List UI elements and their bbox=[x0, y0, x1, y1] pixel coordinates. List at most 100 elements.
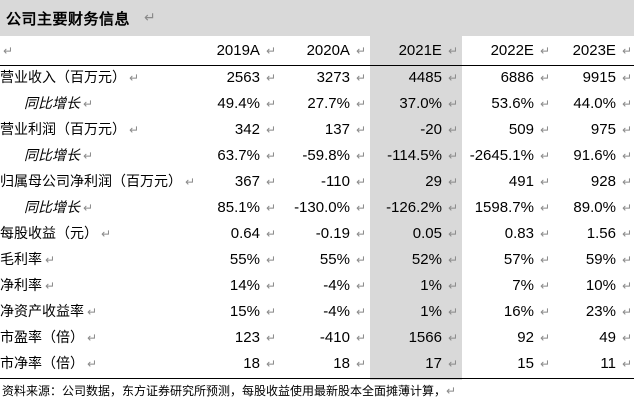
column-header: 2023E ↵ bbox=[572, 42, 632, 59]
paragraph-mark-icon: ↵ bbox=[621, 305, 632, 319]
table-cell: 7% ↵ bbox=[512, 277, 550, 294]
paragraph-mark-icon: ↵ bbox=[265, 227, 276, 241]
paragraph-mark-icon: ↵ bbox=[621, 279, 632, 293]
paragraph-mark-icon: ↵ bbox=[87, 331, 98, 345]
table-title: 公司主要财务信息 bbox=[6, 9, 131, 28]
paragraph-mark-icon: ↵ bbox=[355, 175, 366, 189]
table-cell: 92 ↵ bbox=[517, 329, 550, 346]
paragraph-mark-icon: ↵ bbox=[447, 331, 458, 345]
table-cell: 15 ↵ bbox=[517, 355, 550, 372]
paragraph-mark-icon: ↵ bbox=[355, 201, 366, 215]
paragraph-mark-icon: ↵ bbox=[355, 279, 366, 293]
paragraph-mark-icon: ↵ bbox=[45, 279, 56, 293]
paragraph-mark-icon: ↵ bbox=[539, 175, 550, 189]
table-cell: 367 ↵ bbox=[234, 173, 276, 190]
table-cell: 0.83 ↵ bbox=[504, 225, 550, 242]
paragraph-mark-icon: ↵ bbox=[129, 123, 140, 137]
table-cell: 1.56 ↵ bbox=[586, 225, 632, 242]
row-label: 市净率（倍） ↵ bbox=[0, 356, 98, 372]
table-cell: 2563 ↵ bbox=[226, 69, 276, 86]
paragraph-mark-icon: ↵ bbox=[447, 123, 458, 137]
paragraph-mark-icon: ↵ bbox=[621, 331, 632, 345]
paragraph-mark-icon: ↵ bbox=[101, 227, 112, 241]
table-cell: 928 ↵ bbox=[590, 173, 632, 190]
table-cell: 975 ↵ bbox=[590, 121, 632, 138]
paragraph-mark-icon: ↵ bbox=[265, 201, 276, 215]
table-cell: 1% ↵ bbox=[420, 303, 458, 320]
table-cell: -130.0% ↵ bbox=[294, 199, 366, 216]
paragraph-mark-icon: ↵ bbox=[355, 357, 366, 371]
table-cell: 49 ↵ bbox=[599, 329, 632, 346]
table-row: 营业收入（百万元） ↵ 2563 ↵ 3273 ↵ 4485 ↵ 6886 ↵ 9915 ↵ bbox=[0, 65, 634, 91]
table-cell: -2645.1% ↵ bbox=[469, 147, 550, 164]
paragraph-mark-icon: ↵ bbox=[621, 97, 632, 111]
paragraph-mark-icon: ↵ bbox=[83, 97, 94, 111]
paragraph-mark-icon: ↵ bbox=[355, 253, 366, 267]
row-label: 每股收益（元） ↵ bbox=[0, 226, 112, 242]
table-cell: 49.4% ↵ bbox=[217, 95, 276, 112]
paragraph-mark-icon: ↵ bbox=[447, 357, 458, 371]
paragraph-mark-icon: ↵ bbox=[447, 97, 458, 111]
table-cell: 123 ↵ bbox=[234, 329, 276, 346]
table-cell: -4% ↵ bbox=[323, 303, 366, 320]
table-cell: 53.6% ↵ bbox=[491, 95, 550, 112]
table-cell: -110 ↵ bbox=[321, 173, 366, 190]
table-row: 净利率 ↵ 14% ↵ -4% ↵ 1% ↵ 7% ↵ 10% ↵ bbox=[0, 273, 634, 299]
paragraph-mark-icon: ↵ bbox=[355, 149, 366, 163]
paragraph-mark-icon: ↵ bbox=[185, 175, 196, 189]
table-row: 市净率（倍） ↵ 18 ↵ 18 ↵ 17 ↵ 15 ↵ 11 ↵ bbox=[0, 351, 634, 377]
table-cell: 23% ↵ bbox=[585, 303, 632, 320]
table-cell: 29 ↵ bbox=[425, 173, 458, 190]
paragraph-mark-icon: ↵ bbox=[265, 175, 276, 189]
paragraph-mark-icon: ↵ bbox=[539, 123, 550, 137]
table-row: 归属母公司净利润（百万元） ↵ 367 ↵ -110 ↵ 29 ↵ 491 ↵ 928 ↵ bbox=[0, 169, 634, 195]
table-cell: 63.7% ↵ bbox=[217, 147, 276, 164]
paragraph-mark-icon: ↵ bbox=[83, 201, 94, 215]
table-cell: -20 ↵ bbox=[420, 121, 458, 138]
paragraph-mark-icon: ↵ bbox=[265, 123, 276, 137]
paragraph-mark-icon: ↵ bbox=[621, 253, 632, 267]
table-cell: -410 ↵ bbox=[319, 329, 366, 346]
table-cell: 9915 ↵ bbox=[582, 69, 632, 86]
table-cell: 14% ↵ bbox=[229, 277, 276, 294]
table-cell: 91.6% ↵ bbox=[573, 147, 632, 164]
table-cell: 89.0% ↵ bbox=[573, 199, 632, 216]
table-cell: 137 ↵ bbox=[324, 121, 366, 138]
table-cell: 491 ↵ bbox=[508, 173, 550, 190]
paragraph-mark-icon: ↵ bbox=[265, 305, 276, 319]
table-row: 同比增长 ↵ 85.1% ↵ -130.0% ↵ -126.2% ↵ 1598.7% ↵ 89.0%… bbox=[0, 195, 634, 221]
paragraph-mark-icon: ↵ bbox=[539, 305, 550, 319]
row-label: 净利率 ↵ bbox=[0, 278, 56, 294]
column-header: 2021E ↵ bbox=[398, 42, 458, 59]
paragraph-mark-icon: ↵ bbox=[265, 97, 276, 111]
paragraph-mark-icon: ↵ bbox=[621, 71, 632, 85]
paragraph-mark-icon: ↵ bbox=[539, 227, 550, 241]
table-cell: 16% ↵ bbox=[503, 303, 550, 320]
table-cell: 11 ↵ bbox=[600, 355, 632, 372]
paragraph-mark-icon: ↵ bbox=[45, 253, 56, 267]
paragraph-mark-icon: ↵ bbox=[355, 123, 366, 137]
column-header: 2019A ↵ bbox=[216, 42, 276, 59]
paragraph-mark-icon: ↵ bbox=[447, 305, 458, 319]
paragraph-mark-icon: ↵ bbox=[539, 253, 550, 267]
paragraph-mark-icon: ↵ bbox=[447, 71, 458, 85]
table-cell: 59% ↵ bbox=[585, 251, 632, 268]
row-label: 营业收入（百万元） ↵ bbox=[0, 70, 140, 86]
paragraph-mark-icon: ↵ bbox=[447, 201, 458, 215]
paragraph-mark-icon: ↵ bbox=[355, 97, 366, 111]
paragraph-mark-icon: ↵ bbox=[3, 44, 14, 58]
paragraph-mark-icon: ↵ bbox=[355, 305, 366, 319]
table-cell: -126.2% ↵ bbox=[386, 199, 458, 216]
table-cell: -114.5% ↵ bbox=[387, 147, 458, 164]
table-cell: 6886 ↵ bbox=[500, 69, 550, 86]
row-label: 毛利率 ↵ bbox=[0, 252, 56, 268]
table-cell: 55% ↵ bbox=[319, 251, 366, 268]
paragraph-mark-icon: ↵ bbox=[355, 71, 366, 85]
header-corner: ↵ bbox=[0, 38, 13, 64]
paragraph-mark-icon: ↵ bbox=[539, 357, 550, 371]
paragraph-mark-icon: ↵ bbox=[539, 201, 550, 215]
table-cell: 57% ↵ bbox=[503, 251, 550, 268]
table-row: 每股收益（元） ↵ 0.64 ↵ -0.19 ↵ 0.05 ↵ 0.83 ↵ 1.56 ↵ bbox=[0, 221, 634, 247]
table-cell: 1% ↵ bbox=[420, 277, 458, 294]
paragraph-mark-icon: ↵ bbox=[447, 149, 458, 163]
